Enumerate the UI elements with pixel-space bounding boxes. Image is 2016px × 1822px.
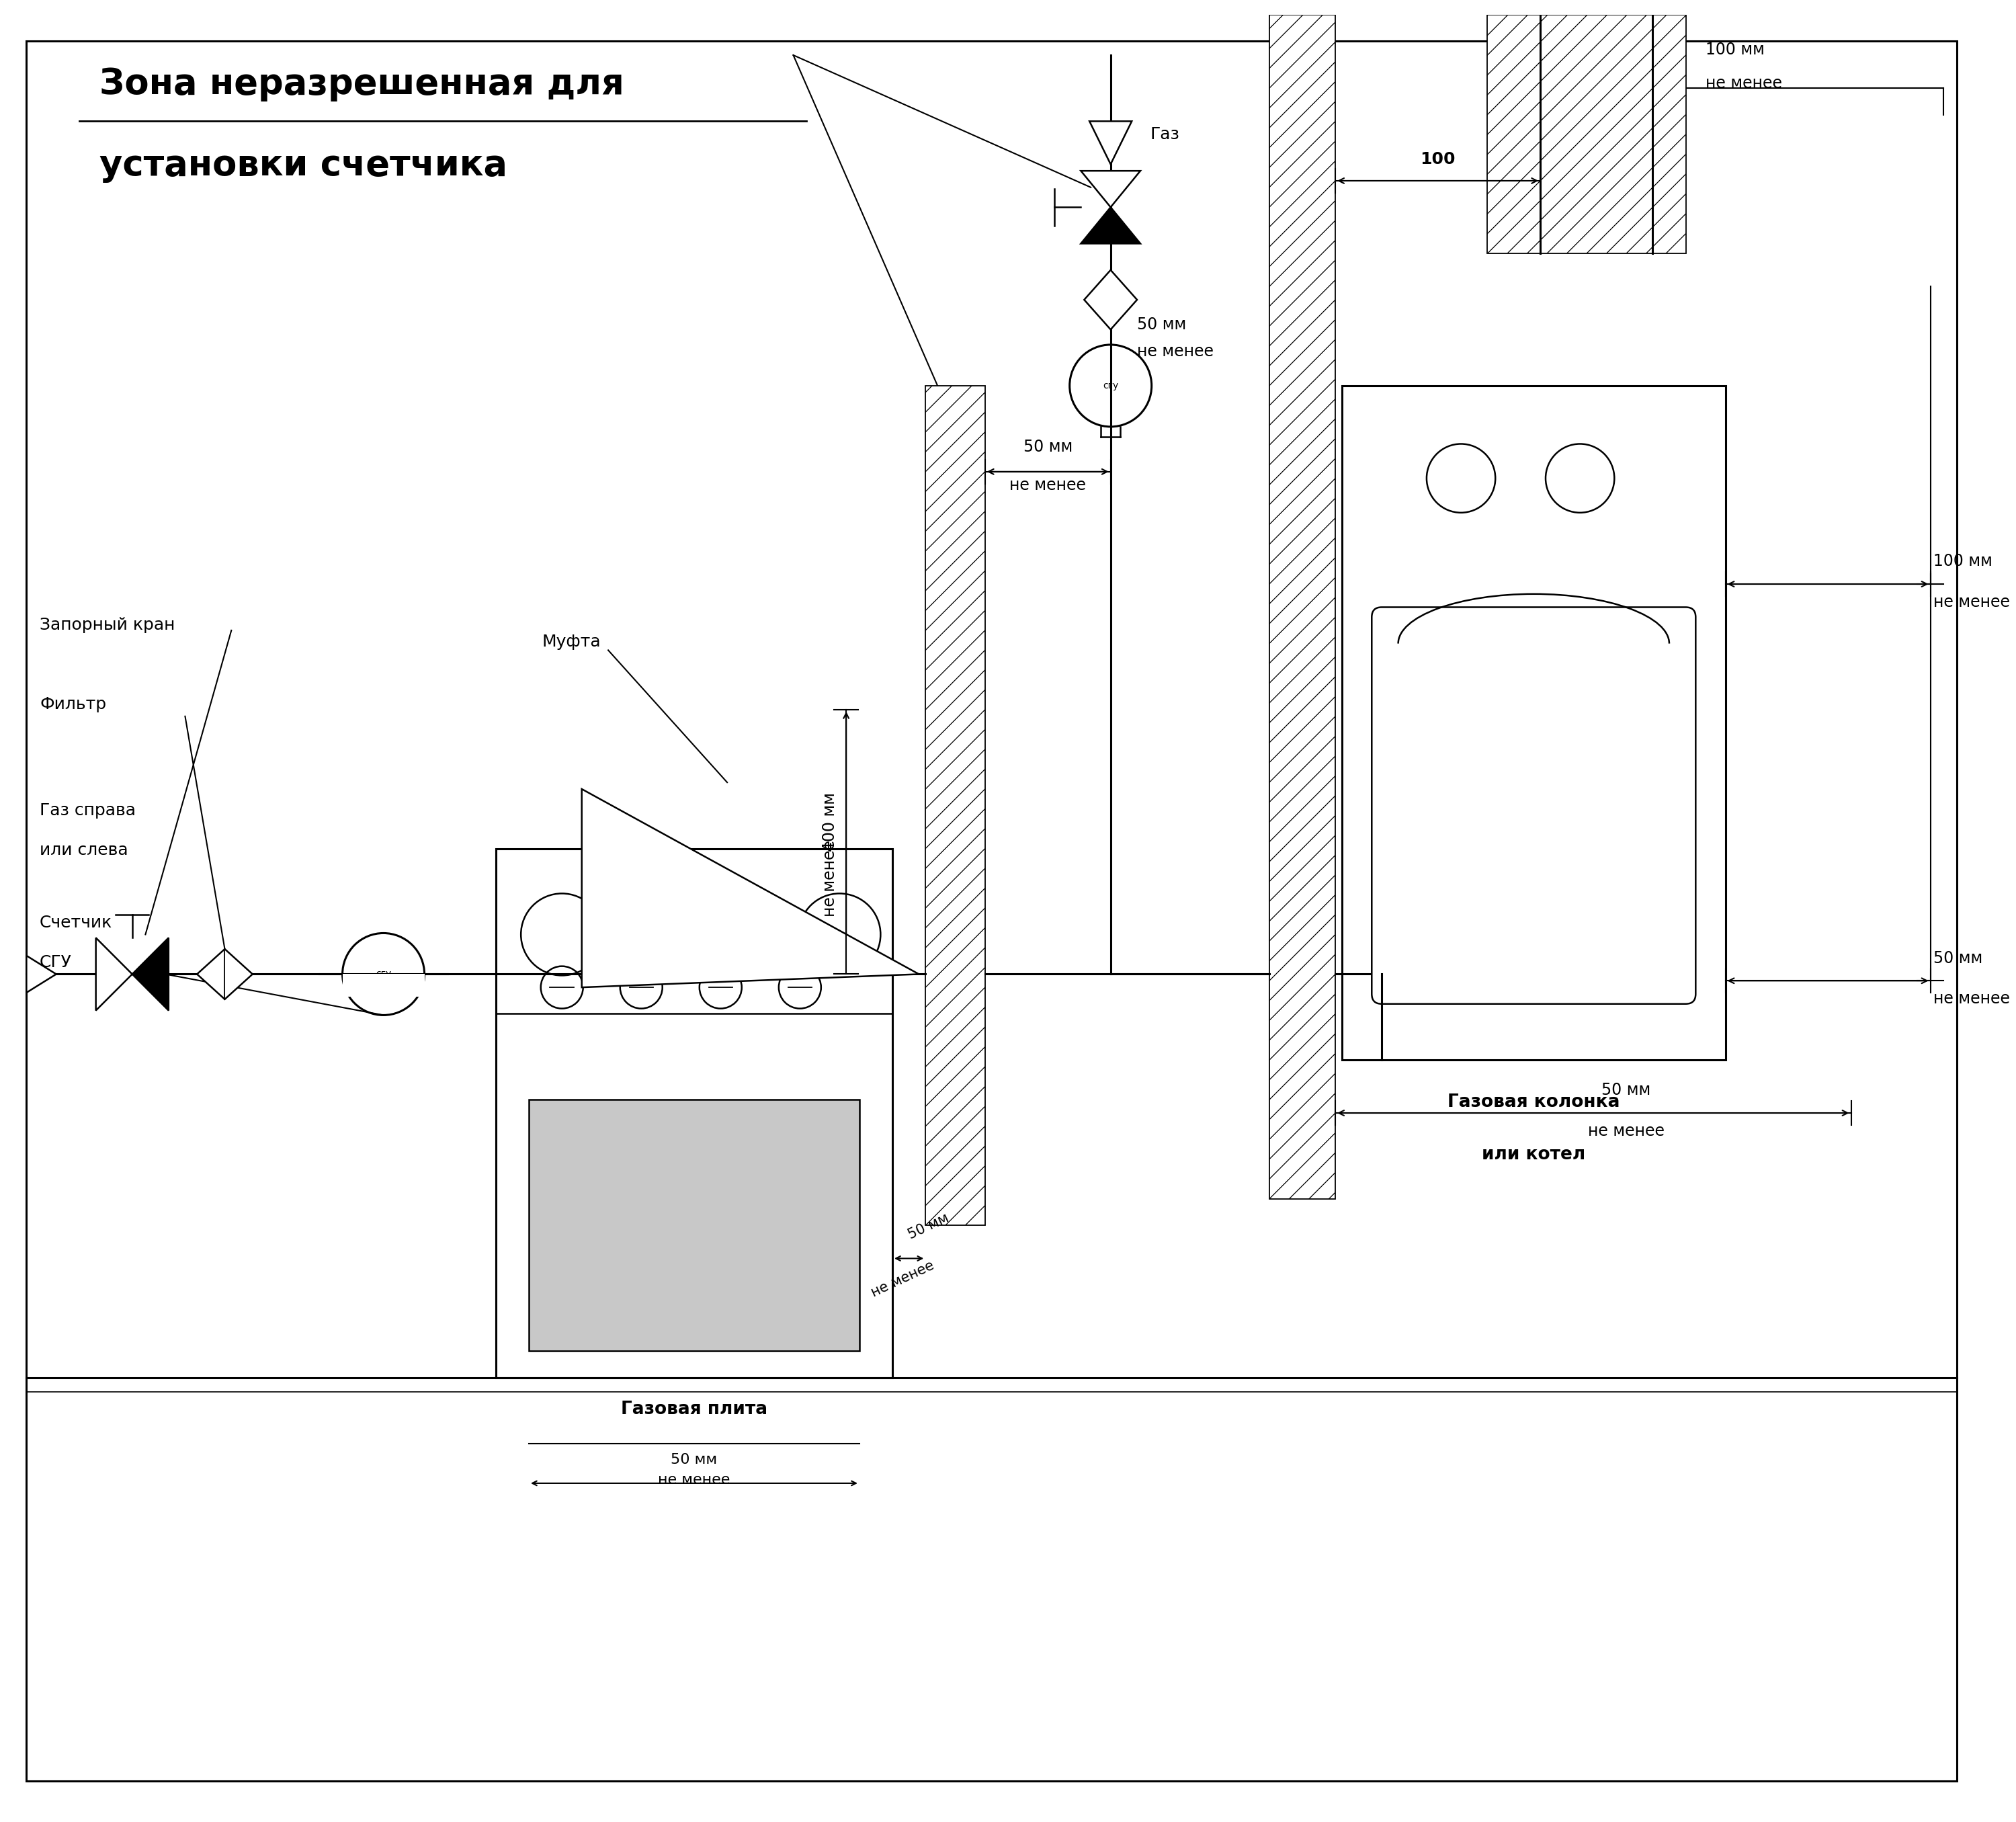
Polygon shape <box>1085 270 1137 330</box>
Text: не менее: не менее <box>657 1474 730 1487</box>
Text: 100: 100 <box>1419 151 1456 168</box>
Text: Муфта: Муфта <box>542 634 601 650</box>
Text: не менее: не менее <box>823 840 839 916</box>
Text: 100 мм: 100 мм <box>1706 42 1764 58</box>
Text: не менее: не менее <box>1706 75 1782 91</box>
Polygon shape <box>26 955 56 993</box>
Text: 50 мм: 50 мм <box>907 1212 952 1243</box>
Text: Счетчик: Счетчик <box>40 915 113 931</box>
Bar <box>528 1100 859 1350</box>
Polygon shape <box>97 938 133 1011</box>
Text: не менее: не менее <box>869 1259 935 1299</box>
Text: не менее: не менее <box>1137 343 1214 359</box>
Text: Газ: Газ <box>1151 126 1179 142</box>
FancyBboxPatch shape <box>1371 607 1695 1004</box>
Text: 400 мм: 400 мм <box>823 793 839 851</box>
Polygon shape <box>133 938 169 1011</box>
Bar <box>496 849 893 1377</box>
Text: Зона неразрешенная для: Зона неразрешенная для <box>99 66 623 102</box>
Text: или котел: или котел <box>1482 1146 1585 1164</box>
Polygon shape <box>1081 208 1141 244</box>
Text: 100 мм: 100 мм <box>1933 554 1992 570</box>
Text: 50 мм: 50 мм <box>1137 317 1185 333</box>
Text: установки счетчика: установки счетчика <box>99 148 508 182</box>
Bar <box>1488 15 1685 253</box>
Text: не менее: не менее <box>1933 594 2010 610</box>
Polygon shape <box>1089 122 1131 164</box>
Text: Газ справа: Газ справа <box>40 802 135 818</box>
Polygon shape <box>1081 171 1141 208</box>
Bar <box>1343 386 1726 1060</box>
Text: 50 мм: 50 мм <box>1933 949 1984 966</box>
Text: сгу: сгу <box>1103 381 1119 390</box>
Text: 50 мм: 50 мм <box>1601 1082 1651 1099</box>
Text: Газовая колонка: Газовая колонка <box>1447 1093 1621 1111</box>
Text: 50 мм: 50 мм <box>1024 439 1073 456</box>
Polygon shape <box>198 949 252 998</box>
Text: Запорный кран: Запорный кран <box>40 618 175 634</box>
Text: 50 мм: 50 мм <box>671 1454 718 1467</box>
Text: Газовая плита: Газовая плита <box>621 1401 768 1418</box>
Text: сгу: сгу <box>375 969 391 978</box>
Text: или слева: или слева <box>40 842 129 858</box>
Text: не менее: не менее <box>1933 991 2010 1008</box>
Text: Фильтр: Фильтр <box>40 696 107 712</box>
Text: СГУ: СГУ <box>40 955 73 971</box>
Bar <box>925 386 986 1226</box>
Bar <box>343 975 425 997</box>
Polygon shape <box>583 789 919 988</box>
Text: не менее: не менее <box>1010 477 1087 494</box>
Text: не менее: не менее <box>1589 1122 1665 1139</box>
Bar <box>1270 15 1335 1199</box>
